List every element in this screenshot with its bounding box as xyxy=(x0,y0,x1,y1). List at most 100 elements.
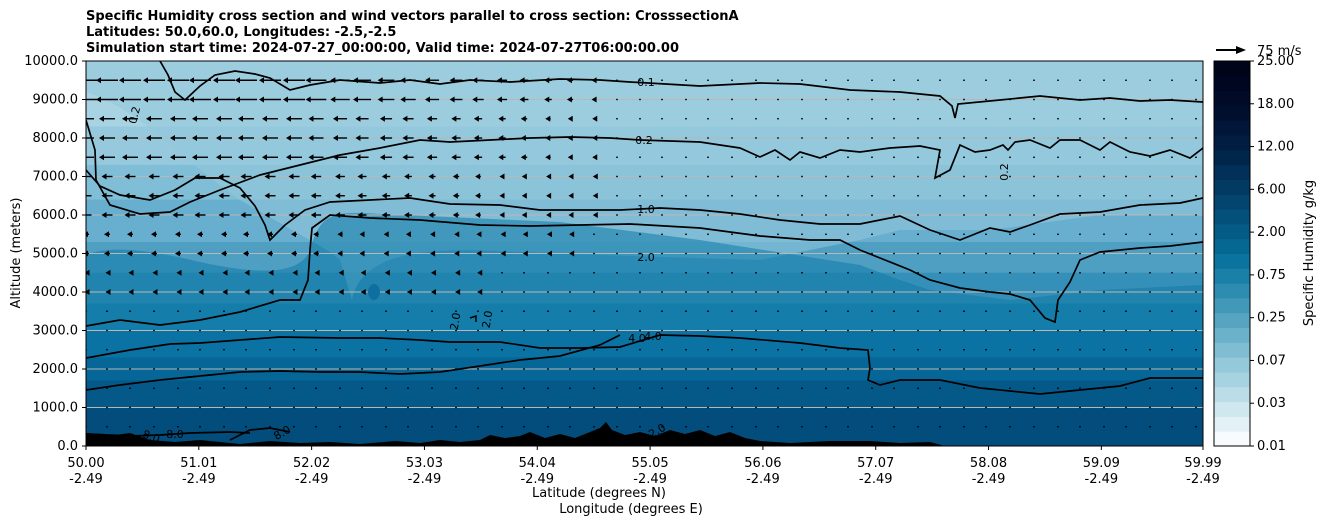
wind-vector xyxy=(86,98,97,101)
wind-vector xyxy=(199,368,201,370)
wind-vector xyxy=(825,387,827,390)
wind-vector xyxy=(243,231,249,238)
wind-vector xyxy=(339,425,341,428)
wind-vector xyxy=(357,212,367,218)
wind-vector xyxy=(523,348,525,351)
wind-vector xyxy=(707,252,709,255)
wind-vector-head xyxy=(522,231,528,238)
wind-vector-head xyxy=(151,231,156,238)
wind-vector xyxy=(567,115,573,122)
wind-vector xyxy=(498,135,506,141)
wind-vector xyxy=(189,77,211,84)
contour-line xyxy=(86,214,1203,327)
wind-vector-head xyxy=(568,192,574,199)
contour-line xyxy=(469,314,477,322)
wind-vector xyxy=(917,214,919,216)
wind-vector-head xyxy=(449,77,455,84)
wind-vector xyxy=(801,425,803,428)
wind-vector-head xyxy=(544,77,550,84)
wind-vector xyxy=(245,425,247,428)
wind-vector xyxy=(755,406,757,409)
wind-vector xyxy=(176,269,182,276)
wind-vector xyxy=(424,77,440,84)
x-axis-label-latitude: Latitude (degrees N) xyxy=(532,486,666,501)
wind-vector xyxy=(519,77,529,84)
wind-vector-head xyxy=(520,154,526,161)
wind-vector xyxy=(523,425,525,428)
wind-vector xyxy=(871,156,873,159)
wind-vector xyxy=(269,387,271,390)
wind-vector xyxy=(500,231,506,238)
wind-vector xyxy=(377,96,395,103)
wind-vector-head xyxy=(357,192,363,199)
wind-vector xyxy=(288,212,300,218)
wind-vector xyxy=(105,289,111,295)
wind-vector-head xyxy=(167,77,172,84)
x-tick-label-lon: -2.49 xyxy=(69,472,103,487)
wind-vector xyxy=(262,154,278,161)
wind-vector xyxy=(1009,329,1011,332)
wind-vector xyxy=(707,194,709,197)
wind-vector xyxy=(731,368,733,370)
chart-title-line-1: Specific Humidity cross section and wind… xyxy=(86,9,739,24)
wind-vector xyxy=(335,192,345,199)
wind-vector xyxy=(238,115,254,122)
wind-vector-head xyxy=(455,269,461,276)
wind-vector xyxy=(1125,329,1127,332)
wind-vector-head xyxy=(473,135,479,141)
wind-vector xyxy=(685,194,687,197)
wind-vector xyxy=(106,406,108,409)
wind-vector xyxy=(871,194,873,197)
wind-vector-head xyxy=(546,173,552,180)
colorbar-segment xyxy=(1214,194,1250,210)
wind-vector xyxy=(240,192,252,199)
contour-label: 4.0 xyxy=(628,332,646,345)
wind-vector xyxy=(451,115,461,122)
wind-vector-head xyxy=(314,269,320,276)
wind-vector xyxy=(332,154,348,161)
wind-vector xyxy=(238,135,254,141)
wind-vector xyxy=(1033,137,1035,139)
wind-vector xyxy=(1125,387,1127,390)
colorbar-segment xyxy=(1214,120,1250,136)
wind-vector xyxy=(568,173,574,180)
wind-vector xyxy=(404,192,412,199)
wind-vector xyxy=(685,329,687,332)
wind-vector-head xyxy=(496,96,502,103)
wind-vector xyxy=(569,250,575,257)
wind-vector xyxy=(707,175,709,178)
wind-vector-head xyxy=(592,192,598,199)
contour-label: 2.0 xyxy=(637,251,655,264)
wind-vector-head xyxy=(194,173,200,180)
wind-vector-head xyxy=(99,154,104,161)
wind-vector xyxy=(192,154,208,161)
colorbar-segment xyxy=(1214,342,1250,358)
wind-vector xyxy=(985,329,987,332)
wind-vector-head xyxy=(452,192,458,199)
wind-vector xyxy=(847,271,849,274)
colorbar-segment xyxy=(1214,75,1250,92)
wind-vector xyxy=(568,192,574,199)
wind-vector xyxy=(377,77,395,84)
wind-vector xyxy=(593,425,595,428)
wind-vector xyxy=(352,77,372,84)
x-tick-label-lat: 52.02 xyxy=(293,456,330,471)
wind-vector xyxy=(477,269,483,276)
wind-vector xyxy=(661,310,663,313)
wind-vector xyxy=(177,387,179,390)
wind-vector xyxy=(639,271,641,274)
wind-vector xyxy=(106,387,108,390)
wind-vector xyxy=(1125,117,1127,120)
wind-vector xyxy=(385,368,387,370)
wind-vector-head xyxy=(352,96,358,103)
wind-vector xyxy=(177,310,179,313)
wind-vector xyxy=(917,406,919,409)
wind-vector xyxy=(801,175,803,178)
wind-vector xyxy=(847,98,849,101)
wind-vector-head xyxy=(500,231,506,238)
wind-vector xyxy=(985,406,987,409)
wind-vector xyxy=(547,425,549,428)
wind-vector xyxy=(731,156,733,159)
wind-vector xyxy=(893,117,895,120)
wind-vector-head xyxy=(259,77,264,84)
